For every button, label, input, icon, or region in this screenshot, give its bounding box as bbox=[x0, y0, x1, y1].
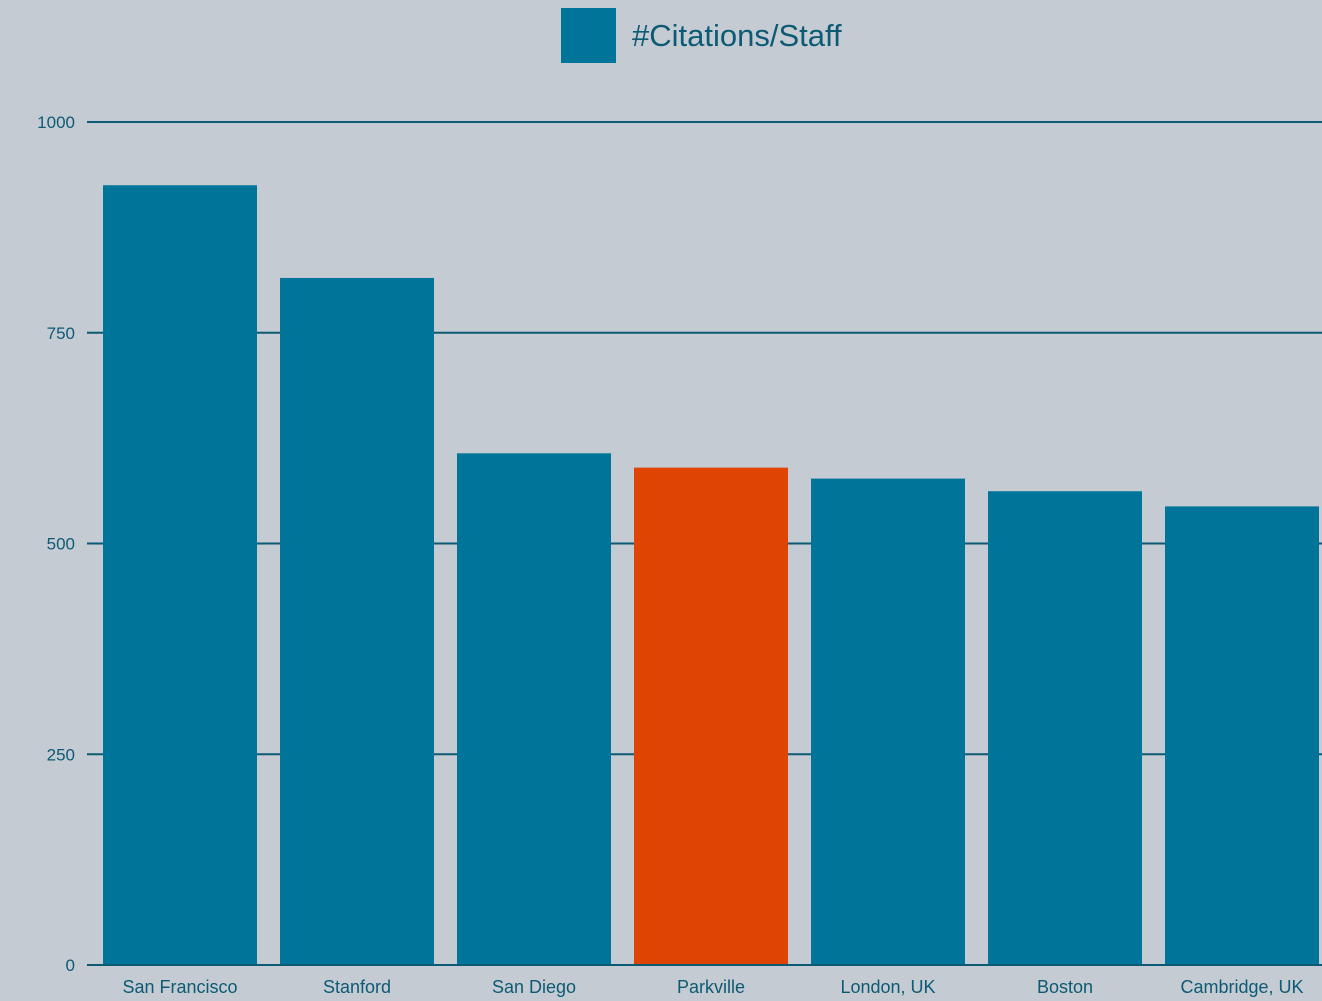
y-tick-label-750: 750 bbox=[47, 324, 75, 343]
x-tick-label: Stanford bbox=[323, 977, 391, 997]
y-tick-label-1000: 1000 bbox=[37, 113, 75, 132]
bar-san-diego bbox=[457, 453, 611, 965]
x-tick-label: San Francisco bbox=[122, 977, 237, 997]
bar-stanford bbox=[280, 277, 434, 966]
bar-cambridge-uk bbox=[1165, 506, 1319, 965]
y-tick-label-250: 250 bbox=[47, 745, 75, 764]
x-tick-label: Boston bbox=[1037, 977, 1093, 997]
y-tick-label-0: 0 bbox=[66, 956, 75, 975]
bars-layer bbox=[103, 185, 1319, 966]
axis-layer: 0 250 500 750 1000 San Francisco Stanford San D… bbox=[37, 113, 1322, 997]
x-tick-label: Parkville bbox=[677, 977, 745, 997]
bar-london-uk bbox=[811, 478, 965, 965]
legend: #Citations/Staff bbox=[561, 8, 842, 63]
y-tick-label-500: 500 bbox=[47, 535, 75, 554]
x-tick-label: San Diego bbox=[492, 977, 576, 997]
bar-san-francisco bbox=[103, 185, 257, 966]
x-tick-label: Cambridge, UK bbox=[1180, 977, 1303, 997]
legend-swatch bbox=[561, 8, 616, 63]
bar-parkville bbox=[634, 467, 788, 965]
x-tick-label: London, UK bbox=[840, 977, 935, 997]
legend-label: #Citations/Staff bbox=[632, 18, 842, 53]
bar-boston bbox=[988, 491, 1142, 965]
